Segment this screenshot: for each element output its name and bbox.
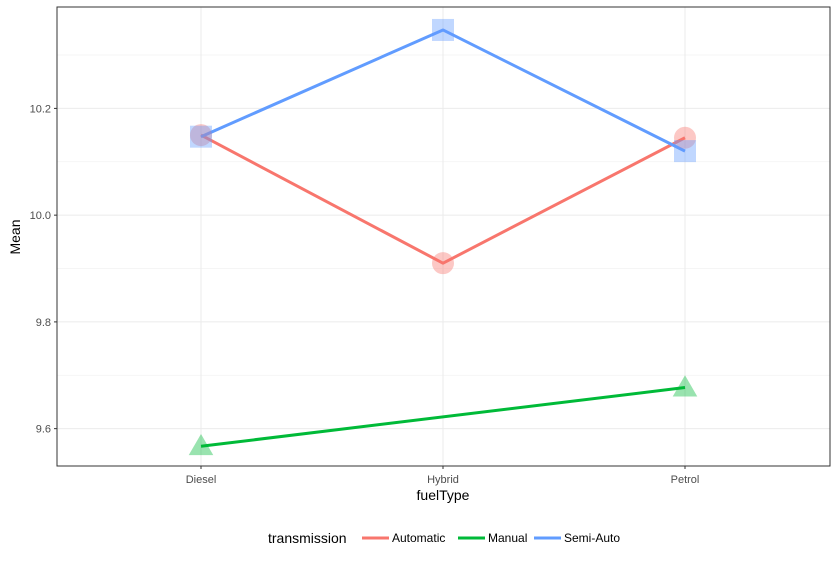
data-point-automatic [674, 126, 696, 149]
x-tick-label: Diesel [186, 474, 217, 486]
y-tick-label: 10.0 [30, 210, 51, 222]
data-point-manual [188, 433, 214, 456]
y-tick-label: 10.2 [30, 103, 51, 115]
x-tick-label: Petrol [671, 474, 700, 486]
data-point-semi-auto [674, 140, 696, 163]
legend-title: transmission [268, 530, 347, 546]
x-axis-title: fuelType [417, 487, 470, 503]
legend-label-manual: Manual [488, 531, 527, 545]
data-point-automatic [190, 124, 212, 147]
legend-label-semi-auto: Semi-Auto [564, 531, 620, 545]
data-point-automatic [432, 252, 454, 275]
series-line-semi-auto [200, 28, 686, 153]
series-lines [200, 28, 686, 448]
legend: transmission Automatic Manual Semi-Auto [268, 530, 620, 546]
y-axis: 9.6 9.8 10.0 10.2 [30, 103, 57, 436]
x-axis: Diesel Hybrid Petrol [186, 466, 700, 486]
series-line-automatic [200, 133, 686, 265]
series-markers [188, 18, 698, 456]
grid-major [57, 7, 830, 466]
data-point-semi-auto [432, 18, 454, 41]
data-point-semi-auto [190, 125, 212, 148]
data-point-manual [672, 375, 698, 397]
series-line-manual [200, 386, 686, 448]
legend-label-automatic: Automatic [392, 531, 445, 545]
y-tick-label: 9.8 [36, 317, 51, 329]
y-axis-title: Mean [7, 219, 23, 254]
x-tick-label: Hybrid [427, 474, 459, 486]
y-tick-label: 9.6 [36, 424, 51, 436]
